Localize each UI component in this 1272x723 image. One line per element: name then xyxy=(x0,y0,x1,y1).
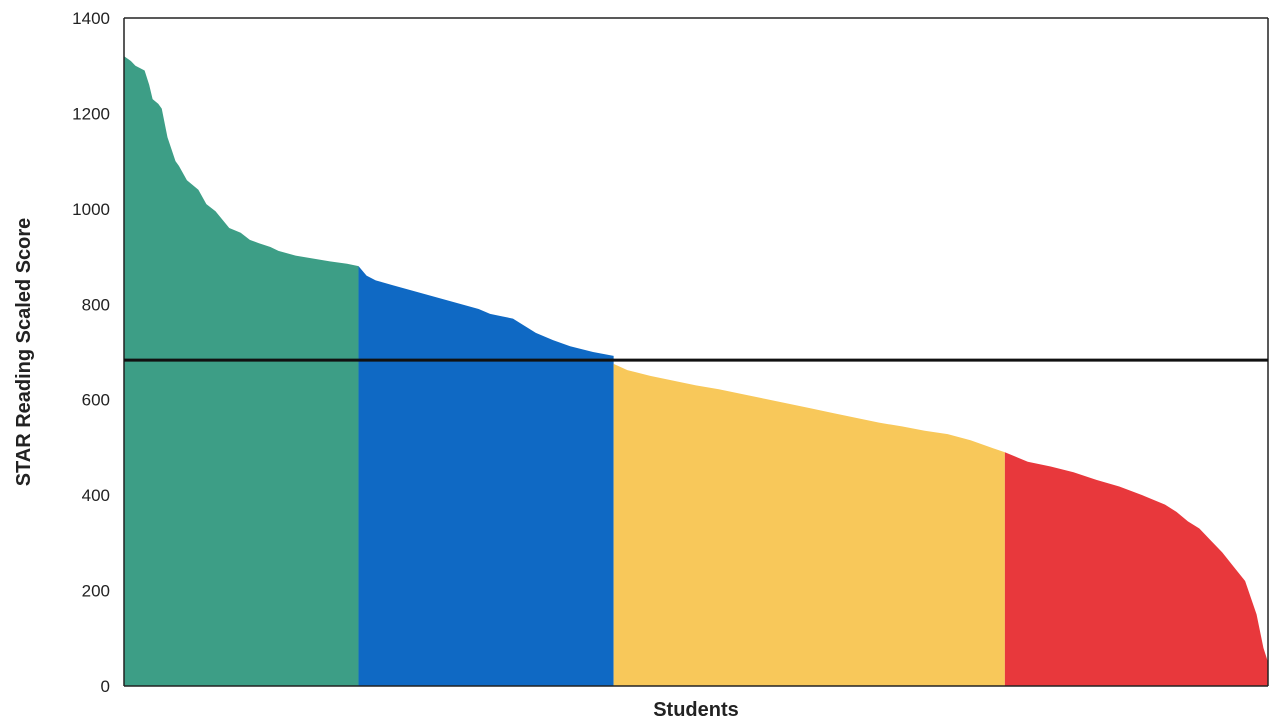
y-tick-label-1400: 1400 xyxy=(72,9,110,28)
score-band-2 xyxy=(359,266,614,686)
y-tick-label-600: 600 xyxy=(82,391,110,410)
y-tick-label-1000: 1000 xyxy=(72,200,110,219)
score-areas xyxy=(124,56,1268,686)
y-axis-ticks: 0 200 400 600 800 1000 1200 1400 xyxy=(72,9,110,696)
y-axis-title: STAR Reading Scaled Score xyxy=(13,218,35,487)
score-band-4 xyxy=(1005,452,1268,686)
y-tick-label-1200: 1200 xyxy=(72,104,110,123)
x-axis-title: Students xyxy=(653,699,739,721)
y-tick-label-200: 200 xyxy=(82,582,110,601)
y-tick-label-0: 0 xyxy=(101,677,110,696)
score-band-1 xyxy=(124,56,359,686)
y-tick-label-400: 400 xyxy=(82,486,110,505)
score-band-3 xyxy=(614,364,1005,686)
y-tick-label-800: 800 xyxy=(82,295,110,314)
